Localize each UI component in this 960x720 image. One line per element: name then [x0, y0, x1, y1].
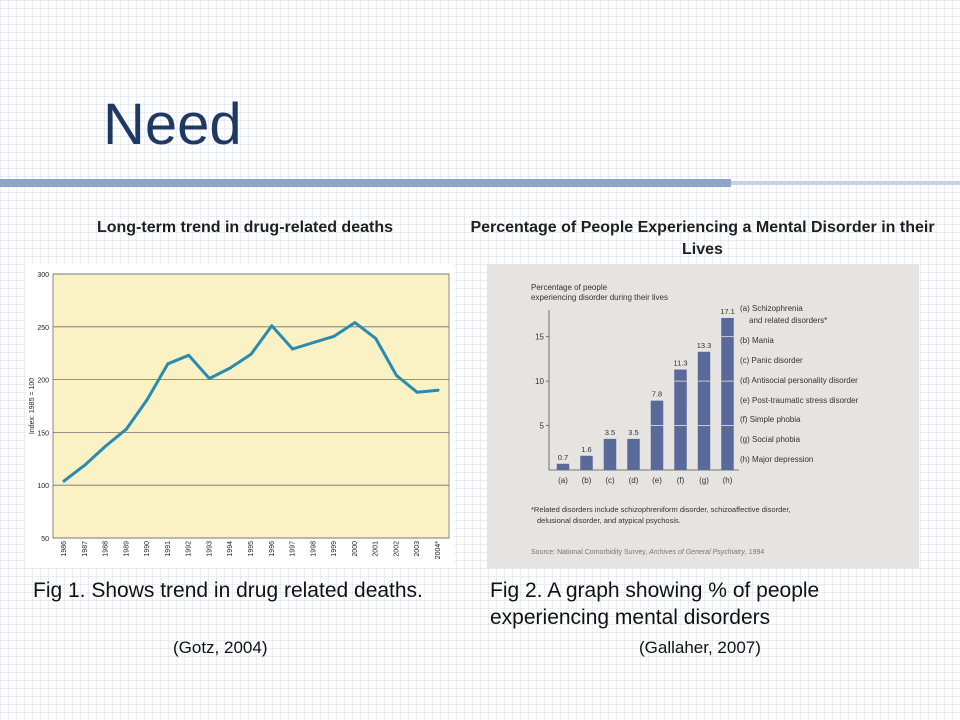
- line-chart-citation: (Gotz, 2004): [173, 638, 268, 657]
- bar: [627, 438, 640, 470]
- category-label: (c): [605, 476, 615, 485]
- data-point: [249, 352, 253, 356]
- data-point: [415, 390, 419, 394]
- category-label: (f): [677, 476, 685, 485]
- legend-entry: (g) Social phobia: [740, 435, 801, 444]
- x-tick-label: 1987: [82, 541, 89, 557]
- data-point: [62, 479, 66, 483]
- data-point: [228, 366, 232, 370]
- y-tick-label: 150: [37, 430, 49, 437]
- x-tick-label: 2003: [414, 541, 421, 557]
- x-tick-label: 1999: [331, 541, 338, 557]
- data-point: [104, 444, 107, 448]
- x-tick-label: 2004*: [435, 541, 442, 560]
- bar-value-label: 1.6: [581, 445, 591, 454]
- x-tick-label: 1990: [144, 541, 151, 557]
- y-tick-label: 50: [41, 536, 49, 543]
- line-chart-panel: 50 100 150 200 250 300 Index: 1985 = 100 1986 19…: [26, 264, 454, 568]
- x-tick-label: 1996: [269, 541, 276, 557]
- bar-chart-panel: Percentage of people experiencing disorde…: [487, 264, 919, 568]
- bar: [580, 455, 593, 470]
- data-point: [166, 362, 170, 366]
- bar: [603, 438, 617, 470]
- data-point: [436, 388, 440, 392]
- bar-value-label: 7.8: [652, 390, 662, 399]
- bar-value-label: 0.7: [558, 453, 568, 462]
- y-tick-label: 200: [37, 378, 49, 385]
- data-point: [395, 373, 398, 377]
- slide-title: Need: [103, 92, 242, 157]
- x-tick-label: 1992: [186, 541, 193, 557]
- bar-chart-caption: Fig 2. A graph showing % of people exper…: [490, 579, 820, 629]
- legend-entry: (a) Schizophrenia: [740, 304, 803, 313]
- data-point: [374, 337, 378, 340]
- data-point: [270, 324, 274, 328]
- x-tick-label: 2000: [352, 541, 359, 557]
- x-tick-label: 1997: [290, 541, 297, 557]
- legend-entry: (e) Post-traumatic stress disorder: [740, 396, 859, 405]
- y-tick-label: 15: [535, 333, 544, 342]
- legend-entry: (d) Antisocial personality disorder: [740, 376, 858, 385]
- x-tick-label: 1995: [248, 541, 255, 557]
- x-tick-label: 2001: [373, 541, 380, 557]
- data-point: [311, 341, 315, 345]
- data-point: [83, 463, 87, 467]
- bar-chart-source: Source: National Comorbidity Survey, Arc…: [531, 549, 764, 556]
- y-axis-label: Index: 1985 = 100: [29, 378, 36, 434]
- x-tick-label: 1988: [103, 541, 110, 557]
- category-label: (a): [558, 476, 568, 485]
- line-chart-heading: Long-term trend in drug-related deaths: [96, 219, 393, 236]
- title-underline: [0, 179, 731, 187]
- legend-entry: (h) Major depression: [740, 455, 813, 464]
- line-plot-area: [52, 273, 450, 539]
- x-tick-label: 1986: [61, 541, 68, 557]
- x-tick-label: 1991: [165, 541, 172, 557]
- data-point: [353, 321, 357, 324]
- bar-chart-citation: (Gallaher, 2007): [639, 638, 761, 657]
- category-label: (b): [582, 476, 592, 485]
- bar: [556, 463, 570, 470]
- legend-entry: and related disorders*: [749, 316, 827, 325]
- x-tick-label: 1998: [310, 541, 317, 557]
- category-label: (g): [699, 476, 709, 485]
- line-chart: 50 100 150 200 250 300 Index: 1985 = 100 1986 19…: [29, 272, 450, 560]
- bar-value-label: 3.5: [628, 428, 638, 437]
- data-point: [208, 377, 211, 380]
- data-point: [291, 347, 294, 351]
- x-tick-label: 2002: [393, 541, 400, 557]
- title-underline-extension: [731, 181, 960, 185]
- bar: [674, 369, 687, 470]
- legend-entry: (c) Panic disorder: [740, 356, 803, 365]
- line-chart-caption: Fig 1. Shows trend in drug related death…: [33, 579, 423, 602]
- data-point: [187, 353, 191, 357]
- y-tick-label: 10: [535, 377, 544, 386]
- bar-value-label: 11.3: [673, 359, 687, 368]
- bar-chart-heading: Percentage of People Experiencing a Ment…: [470, 219, 935, 258]
- category-label: (d): [629, 476, 639, 485]
- bar-value-label: 3.5: [605, 428, 615, 437]
- y-tick-label: 100: [37, 483, 49, 490]
- data-point: [145, 398, 149, 402]
- y-tick-label: 250: [37, 325, 49, 332]
- bar-chart-footnote: delusional disorder, and atypical psycho…: [537, 516, 681, 525]
- category-label: (e): [652, 476, 662, 485]
- data-point: [124, 427, 128, 431]
- data-point: [332, 334, 336, 338]
- bar-value-label: 17.1: [720, 307, 735, 316]
- y-tick-label: 5: [540, 422, 545, 431]
- bar-chart-title: Percentage of people experiencing disorde…: [531, 283, 668, 302]
- x-tick-label: 1994: [227, 541, 234, 557]
- y-tick-label: 300: [37, 272, 49, 279]
- bar: [697, 351, 711, 470]
- x-tick-label: 1993: [206, 541, 213, 557]
- x-tick-label: 1989: [123, 541, 130, 557]
- bar-chart-footnote: *Related disorders include schizophrenif…: [531, 505, 791, 514]
- category-label: (h): [723, 476, 733, 485]
- legend-entry: (f) Simple phobia: [740, 415, 801, 424]
- bar-value-label: 13.3: [697, 341, 712, 350]
- bar: [721, 318, 734, 470]
- bar: [650, 400, 664, 470]
- bar-chart: Percentage of people experiencing disorde…: [531, 283, 859, 556]
- legend-entry: (b) Mania: [740, 336, 774, 345]
